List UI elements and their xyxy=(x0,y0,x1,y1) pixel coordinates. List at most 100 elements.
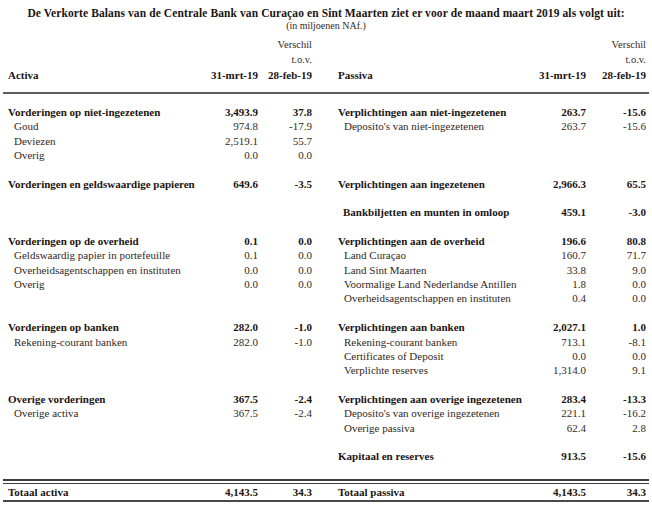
passiva-row-diff xyxy=(586,378,646,392)
passiva-row-value: 2,027.1 xyxy=(520,320,586,334)
activa-row-label: Geldswaardig papier in portefeuille xyxy=(8,248,190,262)
passiva-row-label: Overheidsagentschappen en instituten xyxy=(338,291,520,305)
activa-row-value: 4,143.5 xyxy=(190,484,258,500)
balance-sheet-page: De Verkorte Balans van de Centrale Bank … xyxy=(0,0,652,505)
passiva-row-value: 263.7 xyxy=(520,105,586,119)
passiva-row-value xyxy=(520,134,586,148)
activa-row-label xyxy=(8,449,190,463)
table-row: Vorderingen op banken 282.0 -1.0 Verplic… xyxy=(0,320,652,334)
activa-row-label: Totaal activa xyxy=(8,484,190,500)
activa-row-value xyxy=(190,162,258,176)
table-row: Vorderingen en geldswaardige papieren 64… xyxy=(0,177,652,191)
header-row-tov: t.o.v. t.o.v. xyxy=(0,52,652,67)
activa-row-diff xyxy=(258,291,312,305)
activa-row-label xyxy=(8,363,190,377)
activa-row-diff xyxy=(258,349,312,363)
activa-row-value xyxy=(190,306,258,320)
activa-row-label xyxy=(8,162,190,176)
header-row-columns: Activa 31-mrt-19 28-feb-19 Passiva 31-mr… xyxy=(0,67,652,84)
passiva-row-label: Verplichtingen aan banken xyxy=(338,320,520,334)
table-row xyxy=(0,162,652,176)
activa-row-diff: -1.0 xyxy=(258,320,312,334)
column-gap xyxy=(312,449,338,463)
table-row: Overig 0.0 0.0 xyxy=(0,148,652,162)
activa-row-diff xyxy=(258,191,312,205)
passiva-row-label: Deposito's van overige ingezetenen xyxy=(338,406,520,420)
passiva-row-value: 913.5 xyxy=(520,449,586,463)
column-gap xyxy=(312,335,338,349)
passiva-row-diff: 0.0 xyxy=(586,291,646,305)
column-gap xyxy=(312,291,338,305)
table-row: Rekening-courant banken 282.0 -1.0 Reken… xyxy=(0,335,652,349)
activa-row-value xyxy=(190,464,258,478)
passiva-row-value xyxy=(520,378,586,392)
column-gap xyxy=(312,119,338,133)
activa-diff-header-line1: Verschil xyxy=(258,37,312,52)
passiva-row-diff: -15.6 xyxy=(586,105,646,119)
activa-row-diff: 34.3 xyxy=(258,484,312,500)
table-row xyxy=(0,220,652,234)
activa-row-label: Overheidsagentschappen en instituten xyxy=(8,263,190,277)
activa-row-value: 3,493.9 xyxy=(190,105,258,119)
column-gap xyxy=(312,234,338,248)
activa-row-diff: 0.0 xyxy=(258,263,312,277)
passiva-diff-header-line2: t.o.v. xyxy=(586,52,646,67)
activa-row-value xyxy=(190,449,258,463)
passiva-row-label: Kapitaal en reserves xyxy=(338,449,520,463)
passiva-date-header: 31-mrt-19 xyxy=(520,67,586,84)
activa-row-value: 0.0 xyxy=(190,263,258,277)
table-row: Bankbiljetten en munten in omloop 459.1 … xyxy=(0,205,652,219)
activa-row-label xyxy=(8,464,190,478)
activa-row-label: Deviezen xyxy=(8,134,190,148)
activa-row-label xyxy=(8,191,190,205)
passiva-row-diff xyxy=(586,134,646,148)
column-gap xyxy=(312,421,338,435)
column-gap xyxy=(312,378,338,392)
passiva-row-diff: -3.0 xyxy=(586,205,646,219)
activa-row-diff: 0.0 xyxy=(258,234,312,248)
activa-diff-date-header: 28-feb-19 xyxy=(258,67,312,84)
passiva-row-value: 196.6 xyxy=(520,234,586,248)
column-gap xyxy=(312,277,338,291)
activa-row-diff xyxy=(258,435,312,449)
activa-row-diff xyxy=(258,421,312,435)
passiva-row-label: Land Curaçao xyxy=(338,248,520,262)
activa-row-diff: 0.0 xyxy=(258,248,312,262)
table-row: Verplichte reserves 1,314.0 9.1 xyxy=(0,363,652,377)
passiva-row-diff xyxy=(586,162,646,176)
table-row: Totaal activa 4,143.5 34.3 Totaal passiv… xyxy=(0,484,652,500)
column-gap xyxy=(312,406,338,420)
passiva-row-diff: -16.2 xyxy=(586,406,646,420)
passiva-row-label xyxy=(338,134,520,148)
passiva-row-diff: -13.3 xyxy=(586,392,646,406)
activa-row-diff: 0.0 xyxy=(258,277,312,291)
passiva-row-label: Deposito's van niet-ingezetenen xyxy=(338,119,520,133)
table-row: Overige activa 367.5 -2.4 Deposito's van… xyxy=(0,406,652,420)
passiva-row-value: 713.1 xyxy=(520,335,586,349)
activa-row-value xyxy=(190,349,258,363)
passiva-row-value: 1.8 xyxy=(520,277,586,291)
activa-row-value xyxy=(190,421,258,435)
activa-row-diff: 55.7 xyxy=(258,134,312,148)
passiva-row-diff: 0.0 xyxy=(586,349,646,363)
activa-row-value: 0.0 xyxy=(190,148,258,162)
table-row xyxy=(0,464,652,478)
activa-row-label: Overig xyxy=(8,277,190,291)
passiva-row-value xyxy=(520,464,586,478)
activa-row-value: 974.8 xyxy=(190,119,258,133)
activa-row-diff xyxy=(258,162,312,176)
activa-row-label xyxy=(8,291,190,305)
table-row: Overige vorderingen 367.5 -2.4 Verplicht… xyxy=(0,392,652,406)
passiva-row-value: 62.4 xyxy=(520,421,586,435)
activa-row-diff: 0.0 xyxy=(258,148,312,162)
activa-row-label: Rekening-courant banken xyxy=(8,335,190,349)
passiva-row-label: Totaal passiva xyxy=(338,484,520,500)
passiva-row-label xyxy=(338,191,520,205)
column-gap xyxy=(312,220,338,234)
activa-row-value: 649.6 xyxy=(190,177,258,191)
column-gap xyxy=(312,363,338,377)
passiva-row-diff: 9.1 xyxy=(586,363,646,377)
column-gap xyxy=(312,162,338,176)
passiva-row-value: 0.0 xyxy=(520,349,586,363)
passiva-row-diff xyxy=(586,306,646,320)
